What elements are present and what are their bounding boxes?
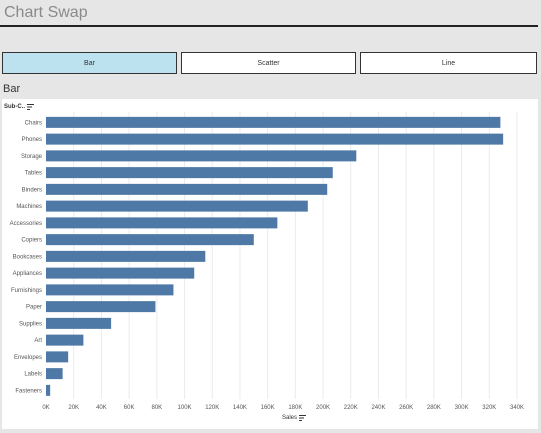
x-tick-label: 200K <box>316 405 330 411</box>
x-tick-label: 340K <box>510 405 524 411</box>
sort-icon[interactable] <box>27 104 34 110</box>
category-label: Accessories <box>10 221 42 227</box>
x-tick-label: 100K <box>178 405 192 411</box>
category-label: Paper <box>26 305 42 311</box>
sort-icon[interactable] <box>299 415 307 421</box>
bar-phones[interactable] <box>46 133 504 145</box>
x-tick-label: 160K <box>261 405 275 411</box>
x-tick-label: 260K <box>399 405 413 411</box>
x-tick-label: 240K <box>371 405 385 411</box>
x-tick-label: 180K <box>288 405 302 411</box>
bar-binders[interactable] <box>46 183 328 195</box>
x-tick-label: 40K <box>96 405 107 411</box>
x-tick-label: 80K <box>151 405 162 411</box>
x-tick-label: 20K <box>68 405 79 411</box>
row-header-label: Sub-C.. <box>4 104 25 110</box>
bar-paper[interactable] <box>46 301 156 313</box>
bar-appliances[interactable] <box>46 267 195 279</box>
bar-tables[interactable] <box>46 167 333 179</box>
category-label: Storage <box>21 154 43 160</box>
x-axis-label: Sales <box>282 415 298 421</box>
category-label: Furnishings <box>11 288 42 294</box>
category-label: Copiers <box>21 238 42 244</box>
category-label: Tables <box>25 171 42 177</box>
dashboard-title: Chart Swap <box>4 4 88 21</box>
x-tick-label: 0K <box>42 405 49 411</box>
bar-supplies[interactable] <box>46 317 112 329</box>
bar-labels[interactable] <box>46 368 63 380</box>
bar-button[interactable]: Bar <box>2 52 177 74</box>
category-label: Appliances <box>13 271 42 277</box>
category-label: Labels <box>24 372 42 378</box>
category-label: Fasteners <box>15 388 42 394</box>
x-tick-label: 300K <box>455 405 469 411</box>
category-label: Binders <box>22 187 42 193</box>
x-tick-label: 320K <box>482 405 496 411</box>
x-tick-label: 60K <box>124 405 135 411</box>
bar-fasteners[interactable] <box>46 384 51 396</box>
category-label: Chairs <box>25 120 42 126</box>
category-label: Bookcases <box>13 254 42 260</box>
category-label: Machines <box>16 204 42 210</box>
x-tick-label: 220K <box>344 405 358 411</box>
x-tick-label: 140K <box>233 405 247 411</box>
category-label: Phones <box>22 137 42 143</box>
bar-bookcases[interactable] <box>46 250 206 262</box>
bar-chairs[interactable] <box>46 116 501 128</box>
bar-accessories[interactable] <box>46 217 278 229</box>
sheet-title: Bar <box>3 83 21 95</box>
x-tick-label: 120K <box>205 405 219 411</box>
category-label: Art <box>34 338 42 344</box>
line-button[interactable]: Line <box>360 52 537 74</box>
bar-art[interactable] <box>46 334 84 346</box>
bar-machines[interactable] <box>46 200 308 212</box>
title-bar: Chart Swap <box>0 0 541 28</box>
x-tick-label: 280K <box>427 405 441 411</box>
category-label: Supplies <box>19 321 42 327</box>
bar-envelopes[interactable] <box>46 351 69 363</box>
scatter-button[interactable]: Scatter <box>181 52 356 74</box>
bar-storage[interactable] <box>46 150 357 162</box>
title-divider <box>0 25 538 27</box>
row-header[interactable]: Sub-C.. <box>4 104 34 110</box>
bar-furnishings[interactable] <box>46 284 174 296</box>
category-label: Envelopes <box>14 355 42 361</box>
x-axis-title[interactable]: Sales <box>282 415 307 421</box>
bar-copiers[interactable] <box>46 234 254 246</box>
